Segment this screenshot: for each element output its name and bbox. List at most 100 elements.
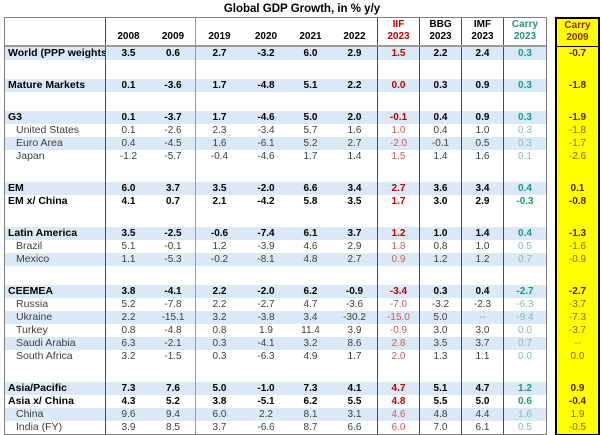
value-cell: -2.1 xyxy=(164,338,182,349)
spacer-cell xyxy=(105,208,151,227)
value-cell: -6.3 xyxy=(257,351,275,362)
value-cell: 6.1 xyxy=(303,228,318,239)
spacer-cell xyxy=(195,163,243,182)
carry-2009-value-cell: 0.0 xyxy=(570,351,585,362)
value-cell: 3.1 xyxy=(347,409,362,420)
spacer-cell xyxy=(377,363,419,382)
value-cell: 1.3 xyxy=(419,350,461,363)
value-cell: -0.1 xyxy=(164,241,182,252)
value-cell: 2.2 xyxy=(105,311,151,324)
carry-spacer-cell xyxy=(557,363,598,382)
spacer-cell xyxy=(332,266,377,285)
value-cell: 0.3 xyxy=(195,337,243,350)
table-header-row: 2008 2009 2019 2020 2021 2022 IIF 2023 BBG 2023 IM… xyxy=(5,18,546,47)
spacer-cell xyxy=(5,163,105,182)
column-header-year: 2008 xyxy=(117,31,140,42)
value-cell: 7.0 xyxy=(419,421,461,434)
spacer-cell xyxy=(503,92,546,111)
value-cell: -3.9 xyxy=(257,241,275,252)
column-header: 2019 xyxy=(195,18,243,45)
spacer-cell xyxy=(243,92,289,111)
value-cell: 1.2 xyxy=(503,382,546,395)
value-cell: -6.3 xyxy=(503,298,546,311)
value-cell: -7.0 xyxy=(377,298,419,311)
value-cell: 2.9 xyxy=(461,195,503,208)
carry-spacer-cell xyxy=(557,60,598,79)
value-cell: -2.3 xyxy=(461,298,503,311)
carry-spacer-cell xyxy=(557,163,598,182)
value-cell: 2.2 xyxy=(347,80,362,91)
value-cell: -4.8 xyxy=(164,325,182,336)
value-cell: 0.8 xyxy=(419,240,461,253)
value-cell: 3.4 xyxy=(347,183,362,194)
value-cell: 0.0 xyxy=(377,79,419,92)
row-label: United States xyxy=(16,124,80,136)
spacer-cell xyxy=(243,363,289,382)
value-cell: -6.6 xyxy=(257,422,275,433)
value-cell: -7.8 xyxy=(164,299,182,310)
value-cell: 1.7 xyxy=(377,195,419,208)
column-header-org: BBG xyxy=(429,19,452,30)
carry-2009-value-cell: 1.9 xyxy=(570,409,585,420)
value-cell: 3.0 xyxy=(419,195,461,208)
value-cell: 0.4 xyxy=(503,182,546,195)
value-cell: 2.1 xyxy=(195,195,243,208)
table-row: India (FY) 3.9 8.5 3.7 -6.6 8.7 6.6 6.0 7.0 6.1 0.… xyxy=(5,421,546,434)
value-cell: 1.0 xyxy=(377,124,419,137)
value-cell: 1.2 xyxy=(419,253,461,266)
value-cell: 8.1 xyxy=(303,409,318,420)
value-cell: 2.2 xyxy=(259,409,273,420)
spacer-cell xyxy=(461,92,503,111)
table-row: Latin America 3.5 -2.5 -0.6 -7.4 6.1 3.7 1.2 1.0… xyxy=(5,227,546,240)
value-cell: 0.4 xyxy=(503,227,546,240)
value-cell: -3.8 xyxy=(257,312,275,323)
value-cell: 8.7 xyxy=(303,422,318,433)
column-header: 2022 xyxy=(332,18,377,45)
row-label: Turkey xyxy=(16,324,48,336)
spacer-row xyxy=(5,60,546,79)
table-row: Russia 5.2 -7.8 2.2 -2.7 4.7 -3.6 -7.0 -3.2 -2.3-… xyxy=(5,298,546,311)
value-cell: 0.3 xyxy=(503,137,546,150)
value-cell: 6.0 xyxy=(377,421,419,434)
value-cell: 2.8 xyxy=(377,337,419,350)
row-label: India (FY) xyxy=(16,421,63,433)
value-cell: 7.6 xyxy=(166,383,180,394)
value-cell: 2.3 xyxy=(195,124,243,137)
spacer-cell xyxy=(289,208,332,227)
value-cell: 0.5 xyxy=(503,240,546,253)
row-label: Euro Area xyxy=(16,137,63,149)
value-cell: 1.0 xyxy=(461,124,503,137)
value-cell: 1.2 xyxy=(195,240,243,253)
spacer-cell xyxy=(419,208,461,227)
column-header-year: 2022 xyxy=(343,31,366,42)
carry-2009-value-cell: -1.6 xyxy=(568,241,587,252)
value-cell: 0.3 xyxy=(503,79,546,92)
value-cell: -4.8 xyxy=(257,80,275,91)
column-header-year: 2023 xyxy=(429,31,452,42)
value-cell: 1.2 xyxy=(377,227,419,240)
column-header: IIF 2023 xyxy=(377,18,419,45)
column-header-org: IMF xyxy=(473,19,492,30)
value-cell: 0.7 xyxy=(166,196,180,207)
table-row: China 9.6 9.4 6.0 2.2 8.1 3.1 4.6 4.8 4.4 1.6 xyxy=(5,408,546,421)
value-cell: 4.4 xyxy=(461,408,503,421)
table-row: Asia x/ China 4.3 5.2 3.8 -5.1 6.2 5.5 4.8 5.5 5.… xyxy=(5,395,546,408)
value-cell: 1.7 xyxy=(303,151,318,162)
spacer-row xyxy=(5,266,546,285)
value-cell: -0.2 xyxy=(195,253,243,266)
spacer-cell xyxy=(5,60,105,79)
spacer-cell xyxy=(419,60,461,79)
value-cell: 3.2 xyxy=(105,350,151,363)
spacer-cell xyxy=(289,92,332,111)
table-row: World (PPP weights) 3.5 0.6 2.7 -3.2 6.0 2.9 1.… xyxy=(5,47,546,60)
spacer-cell xyxy=(461,208,503,227)
carry-2009-value-cell: -1.8 xyxy=(568,80,587,91)
value-cell: 1.7 xyxy=(195,79,243,92)
carry-2009-value-cell: -0.4 xyxy=(568,396,587,407)
column-header-year: 2023 xyxy=(513,31,537,42)
carry-2009-value-cell: -2.7 xyxy=(568,286,587,297)
column-header: 2020 xyxy=(243,18,289,45)
value-cell: 1.5 xyxy=(377,47,419,60)
value-cell: -6.1 xyxy=(257,138,275,149)
value-cell: 2.7 xyxy=(347,138,362,149)
